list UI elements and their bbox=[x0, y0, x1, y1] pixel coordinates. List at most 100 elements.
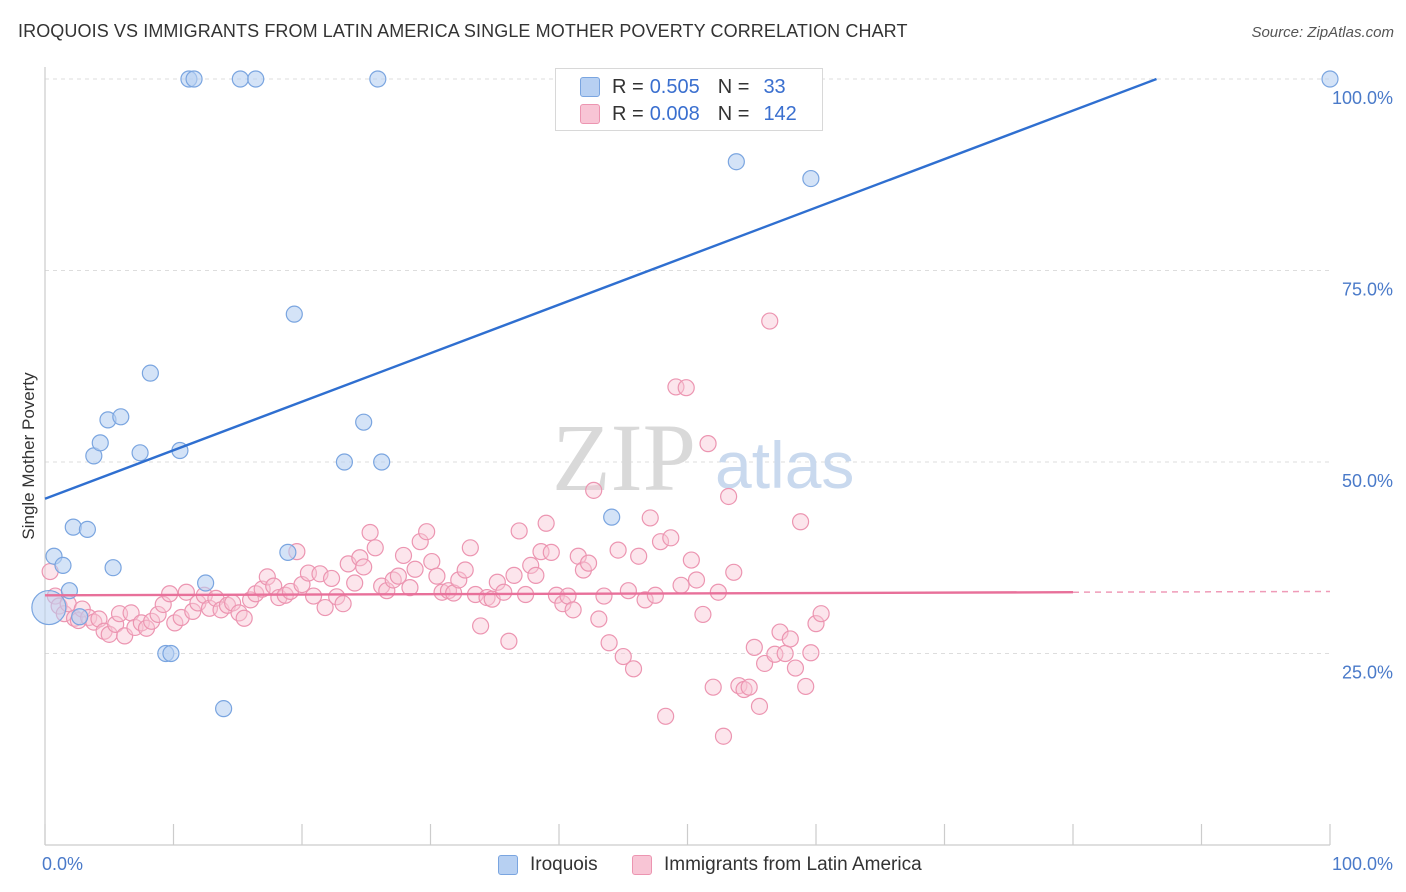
x-tick-label-0: 0.0% bbox=[42, 854, 83, 874]
iroquois-point bbox=[231, 70, 249, 88]
legend-n-label: N = bbox=[717, 75, 750, 98]
latin-america-point bbox=[720, 487, 738, 506]
legend-n-value-latin-america: 142 bbox=[763, 102, 797, 125]
y-axis-title: Single Mother Poverty bbox=[19, 372, 38, 540]
latin-america-point bbox=[351, 549, 369, 567]
latin-america-point bbox=[564, 601, 582, 619]
latin-america-point bbox=[609, 541, 627, 559]
latin-america-point bbox=[495, 583, 513, 601]
latin-america-point bbox=[500, 632, 518, 650]
latin-america-point bbox=[488, 573, 506, 591]
y-tick-label-3: 100.0% bbox=[1332, 88, 1393, 108]
iroquois-point bbox=[31, 589, 67, 626]
latin-america-point bbox=[450, 571, 468, 589]
latin-america-point bbox=[694, 605, 712, 624]
latin-america-point bbox=[154, 595, 172, 614]
latin-america-point bbox=[624, 660, 643, 678]
latin-america-point bbox=[461, 539, 479, 557]
latin-america-point bbox=[537, 514, 555, 532]
latin-america-point bbox=[394, 546, 413, 565]
latin-america-point bbox=[401, 579, 419, 597]
bottom-legend-latin-america: Immigrants from Latin America bbox=[632, 852, 922, 878]
bottom-legend-label-latin-america: Immigrants from Latin America bbox=[664, 854, 922, 875]
latin-america-point bbox=[184, 602, 202, 620]
axes bbox=[44, 67, 1331, 846]
iroquois-point bbox=[197, 574, 215, 592]
iroquois-point bbox=[185, 70, 203, 88]
latin-america-point bbox=[585, 481, 603, 499]
latin-america-point bbox=[316, 598, 334, 617]
latin-america-point bbox=[542, 543, 560, 561]
latin-america-point bbox=[677, 379, 695, 397]
legend-n-value-iroquois: 33 bbox=[763, 75, 786, 98]
latin-america-point bbox=[406, 560, 424, 578]
iroquois-point bbox=[279, 543, 297, 561]
latin-america-point bbox=[614, 647, 632, 666]
latin-america-point bbox=[366, 539, 384, 557]
legend-n-label: N = bbox=[717, 102, 750, 125]
latin-america-point bbox=[579, 554, 598, 572]
bottom-legend-swatch-iroquois bbox=[498, 855, 518, 875]
iroquois-point bbox=[247, 70, 265, 88]
latin-america-point bbox=[304, 587, 323, 605]
correlation-legend: R = 0.505 N = 33 R = 0.008 N = 142 bbox=[555, 68, 823, 131]
iroquois-point bbox=[112, 408, 130, 426]
series-latin-america-points bbox=[41, 312, 830, 745]
legend-r-label: R = bbox=[612, 102, 644, 125]
iroquois-point bbox=[71, 608, 89, 626]
legend-r-value-iroquois: 0.505 bbox=[649, 75, 700, 98]
latin-america-point bbox=[346, 574, 364, 592]
iroquois-point bbox=[369, 70, 387, 88]
x-tick-label-1: 100.0% bbox=[1332, 854, 1393, 874]
latin-america-point bbox=[258, 568, 276, 586]
latin-america-point bbox=[510, 522, 528, 540]
latin-america-point bbox=[776, 644, 794, 663]
latin-america-point bbox=[636, 591, 654, 609]
latin-america-point bbox=[802, 644, 820, 662]
y-tick-label-2: 75.0% bbox=[1342, 280, 1393, 300]
latin-america-point bbox=[361, 523, 379, 542]
latin-america-point bbox=[527, 566, 545, 584]
latin-america-point bbox=[107, 615, 125, 633]
latin-america-point bbox=[418, 523, 436, 541]
iroquois-point bbox=[355, 413, 373, 431]
iroquois-point bbox=[802, 169, 820, 188]
latin-america-point bbox=[423, 552, 441, 571]
latin-america-trendline bbox=[44, 591, 1074, 597]
legend-r-value-latin-america: 0.008 bbox=[649, 102, 700, 125]
latin-america-point bbox=[235, 609, 253, 627]
latin-america-point bbox=[334, 595, 352, 613]
legend-swatch-latin-america bbox=[580, 104, 600, 124]
watermark: ZIP atlas bbox=[552, 404, 854, 511]
y-tick-labels: 25.0% 50.0% 75.0% 100.0% bbox=[1332, 88, 1393, 683]
latin-america-point bbox=[786, 659, 805, 677]
latin-america-point bbox=[522, 556, 540, 575]
latin-america-point bbox=[505, 566, 523, 584]
iroquois-point bbox=[64, 518, 82, 536]
latin-america-point bbox=[328, 588, 346, 606]
latin-america-point bbox=[807, 615, 825, 633]
latin-america-trendline-extension bbox=[1072, 590, 1331, 593]
trendlines bbox=[44, 77, 1331, 597]
latin-america-point bbox=[641, 509, 659, 527]
latin-america-point bbox=[699, 435, 717, 453]
iroquois-point bbox=[285, 305, 303, 323]
latin-america-point bbox=[646, 586, 664, 604]
latin-america-point bbox=[797, 677, 815, 696]
latin-america-point bbox=[595, 587, 613, 605]
iroquois-point bbox=[141, 364, 159, 382]
latin-america-point bbox=[781, 630, 799, 648]
latin-america-point bbox=[812, 605, 830, 623]
latin-america-point bbox=[771, 623, 789, 641]
latin-america-point bbox=[472, 617, 490, 635]
iroquois-point bbox=[91, 434, 109, 452]
iroquois-point bbox=[1321, 70, 1339, 88]
source-label: Source: ZipAtlas.com bbox=[1251, 24, 1394, 41]
latin-america-point bbox=[630, 547, 648, 565]
latin-america-point bbox=[725, 563, 743, 581]
latin-america-point bbox=[740, 678, 758, 696]
latin-america-point bbox=[714, 727, 733, 745]
iroquois-trendline bbox=[44, 77, 1157, 500]
y-tick-label-1: 50.0% bbox=[1342, 471, 1393, 491]
latin-america-point bbox=[745, 638, 763, 656]
